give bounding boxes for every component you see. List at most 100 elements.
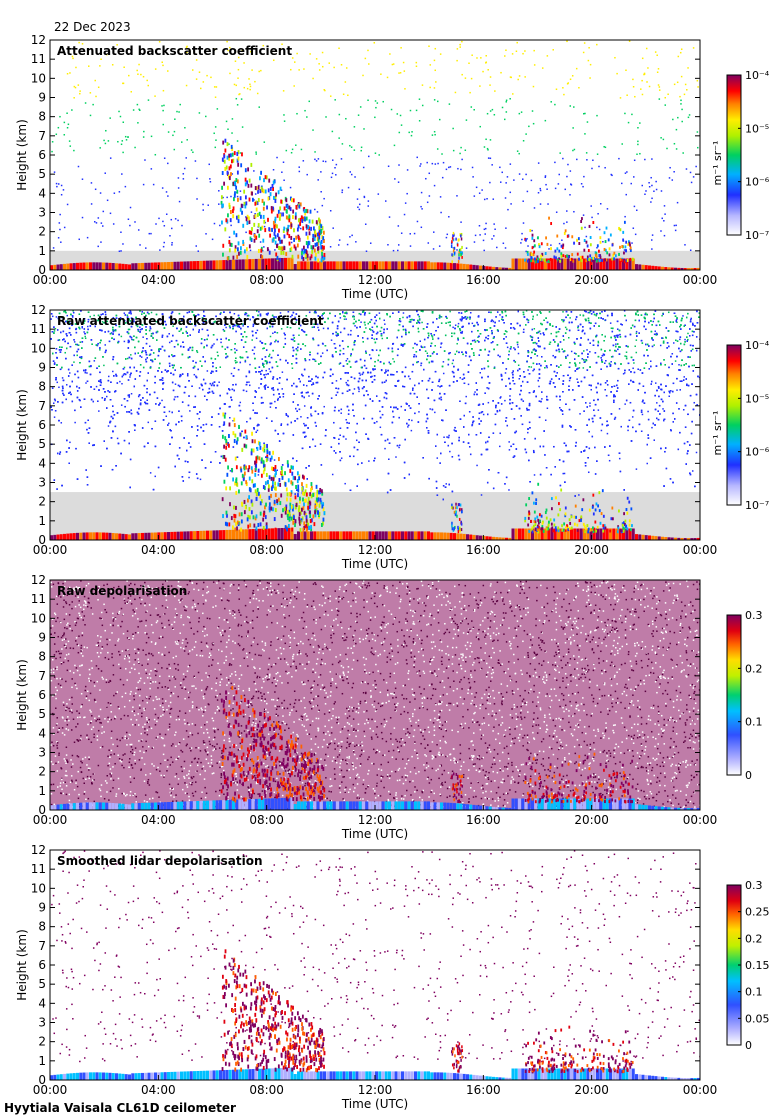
x-tick-label: 12:00 (358, 543, 393, 557)
y-tick-label: 5 (38, 167, 46, 181)
y-tick-label: 11 (31, 592, 46, 606)
colorbar-tick-label: 0.2 (745, 932, 763, 945)
noise-speckles (51, 850, 700, 1063)
colorbar-tick-label: 10⁻⁶ (745, 176, 770, 189)
x-tick-label: 00:00 (33, 1083, 68, 1097)
x-tick-label: 16:00 (466, 813, 501, 827)
y-tick-label: 2 (38, 1035, 46, 1049)
y-tick-label: 9 (38, 631, 46, 645)
x-tick-label: 04:00 (141, 1083, 176, 1097)
x-axis-label: Time (UTC) (341, 557, 408, 571)
colorbar: 0.3 0.25 0.2 0.15 0.1 0.05 0 (726, 879, 770, 1052)
x-axis-label: Time (UTC) (341, 287, 408, 301)
colorbar-gradient (726, 344, 742, 506)
date-label: 22 Dec 2023 (54, 20, 131, 34)
x-axis-label: Time (UTC) (341, 827, 408, 841)
colorbar: 10⁻⁴ 10⁻⁵ 10⁻⁶ 10⁻⁷ m⁻¹ sr⁻¹ (711, 339, 770, 512)
cloud-features (221, 412, 633, 534)
colorbar-tick-label: 0.1 (745, 986, 763, 999)
y-tick-label: 10 (31, 71, 46, 85)
x-tick-label: 04:00 (141, 813, 176, 827)
chart-panel-1: Attenuated backscatter coefficient012345… (15, 33, 770, 301)
y-axis-label: Height (km) (15, 119, 29, 190)
x-tick-label: 00:00 (33, 813, 68, 827)
colorbar: 0.3 0.2 0.1 0 (726, 609, 763, 782)
y-tick-label: 8 (38, 650, 46, 664)
panel-title: Smoothed lidar depolarisation (57, 854, 263, 868)
noise-speckles (50, 580, 700, 810)
y-tick-label: 1 (38, 244, 46, 258)
y-tick-label: 4 (38, 456, 46, 470)
x-tick-label: 00:00 (33, 273, 68, 287)
y-tick-label: 1 (38, 784, 46, 798)
y-tick-label: 12 (31, 303, 46, 317)
colorbar: 10⁻⁴ 10⁻⁵ 10⁻⁶ 10⁻⁷ m⁻¹ sr⁻¹ (711, 69, 770, 242)
y-tick-label: 8 (38, 380, 46, 394)
y-tick-label: 7 (38, 129, 46, 143)
chart-panel-2: Raw attenuated backscatter coefficient 0 1… (15, 303, 770, 571)
colorbar-tick-label: 10⁻⁴ (745, 339, 770, 352)
boundary-layer (50, 257, 700, 270)
y-tick-label: 0 (38, 263, 46, 277)
y-tick-label: 0 (38, 533, 46, 547)
x-tick-label: 00:00 (33, 543, 68, 557)
y-tick-label: 2 (38, 225, 46, 239)
x-tick-label: 08:00 (249, 543, 284, 557)
boundary-layer (50, 797, 700, 810)
y-tick-label: 9 (38, 361, 46, 375)
y-tick-label: 6 (38, 958, 46, 972)
x-tick-label: 00:00 (683, 813, 718, 827)
plot-area (50, 310, 700, 540)
x-tick-label: 08:00 (249, 813, 284, 827)
y-tick-label: 3 (38, 476, 46, 490)
colorbar-tick-label: 10⁻⁵ (745, 122, 769, 135)
x-tick-label: 12:00 (358, 1083, 393, 1097)
y-tick-label: 8 (38, 920, 46, 934)
cloud-features (220, 685, 634, 804)
depol-noise-fill (50, 580, 700, 810)
y-tick-label: 3 (38, 206, 46, 220)
noise-speckles (50, 310, 700, 501)
y-tick-label: 7 (38, 669, 46, 683)
y-tick-label: 11 (31, 322, 46, 336)
x-axis-label: Time (UTC) (341, 1097, 408, 1111)
colorbar-tick-label: 10⁻⁷ (745, 499, 769, 512)
y-tick-label: 6 (38, 148, 46, 162)
y-tick-label: 12 (31, 843, 46, 857)
colorbar-tick-label: 0.3 (745, 879, 763, 892)
x-tick-label: 12:00 (358, 813, 393, 827)
colorbar-tick-label: 10⁻⁵ (745, 392, 769, 405)
y-tick-label: 1 (38, 514, 46, 528)
x-tick-label: 04:00 (141, 543, 176, 557)
x-tick-label: 12:00 (358, 273, 393, 287)
boundary-layer (50, 527, 700, 540)
colorbar-tick-label: 0.15 (745, 959, 770, 972)
x-tick-label: 16:00 (466, 273, 501, 287)
y-tick-label: 5 (38, 437, 46, 451)
y-tick-label: 5 (38, 707, 46, 721)
colorbar-unit: m⁻¹ sr⁻¹ (711, 141, 724, 186)
y-tick-label: 0 (38, 1073, 46, 1087)
y-tick-label: 7 (38, 939, 46, 953)
x-tick-label: 20:00 (574, 813, 609, 827)
plot-background (50, 40, 700, 270)
y-tick-label: 12 (31, 33, 46, 47)
y-tick-label: 4 (38, 726, 46, 740)
y-tick-label: 10 (31, 881, 46, 895)
colorbar-tick-label: 0 (745, 1039, 752, 1052)
y-tick-label: 9 (38, 901, 46, 915)
colorbar-tick-label: 0.05 (745, 1012, 770, 1025)
y-tick-label: 5 (38, 977, 46, 991)
colorbar-tick-label: 0.1 (745, 716, 763, 729)
colorbar-tick-label: 10⁻⁶ (745, 446, 770, 459)
panel-title: Raw attenuated backscatter coefficient (57, 314, 324, 328)
y-tick-label: 3 (38, 1016, 46, 1030)
colorbar-tick-label: 0 (745, 769, 752, 782)
y-tick-label: 4 (38, 186, 46, 200)
x-tick-label: 20:00 (574, 1083, 609, 1097)
x-tick-label: 00:00 (683, 543, 718, 557)
y-tick-label: 6 (38, 688, 46, 702)
colorbar-tick-label: 0.2 (745, 662, 763, 675)
